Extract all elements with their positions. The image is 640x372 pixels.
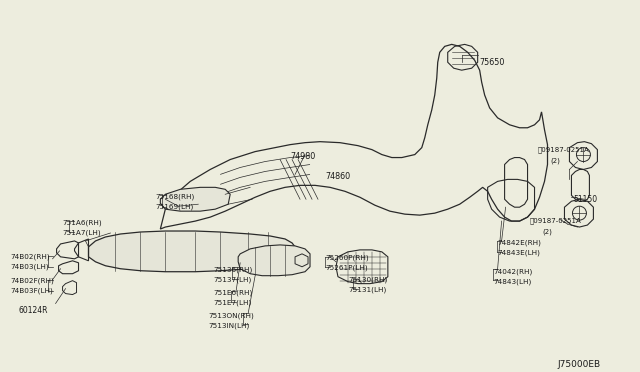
Text: 7513ON(RH): 7513ON(RH) [208,312,254,319]
Text: 74B03(LH): 74B03(LH) [11,264,49,270]
Text: 74B02(RH): 74B02(RH) [11,254,51,260]
Text: 75130(RH): 75130(RH) [348,277,387,283]
Text: 7513IN(LH): 7513IN(LH) [208,323,250,329]
Text: 751A6(RH): 751A6(RH) [63,219,102,225]
Text: 74842E(RH): 74842E(RH) [498,240,541,247]
Text: 751E7(LH): 751E7(LH) [213,299,252,306]
Polygon shape [161,44,547,229]
Text: 74042(RH): 74042(RH) [493,269,533,275]
Text: 75261P(LH): 75261P(LH) [325,265,367,271]
Text: 75137(LH): 75137(LH) [213,277,252,283]
Text: 60124R: 60124R [19,307,48,315]
Text: 75650: 75650 [479,58,505,67]
Text: 75168(RH): 75168(RH) [156,193,195,200]
Text: 74980: 74980 [290,152,316,161]
Polygon shape [88,231,295,272]
Text: 75136(RH): 75136(RH) [213,267,253,273]
Text: 74843E(LH): 74843E(LH) [498,250,541,256]
Polygon shape [238,245,310,276]
Text: Ⓑ09187-0251A: Ⓑ09187-0251A [538,147,589,153]
Text: 75260P(RH): 75260P(RH) [325,255,369,262]
Text: J75000EB: J75000EB [557,360,600,369]
Text: Ⓑ09187-0251A: Ⓑ09187-0251A [529,217,581,224]
Text: 75131(LH): 75131(LH) [348,286,386,293]
Text: 74843(LH): 74843(LH) [493,279,532,285]
Text: (2): (2) [550,158,561,164]
Text: 51150: 51150 [573,195,598,204]
Polygon shape [161,187,230,211]
Text: 751E6(RH): 751E6(RH) [213,289,253,296]
Text: 74B03F(LH): 74B03F(LH) [11,288,53,294]
Text: 74B02F(RH): 74B02F(RH) [11,278,54,284]
Text: 74860: 74860 [325,173,350,182]
Text: 751A7(LH): 751A7(LH) [63,229,101,235]
Text: 75169(LH): 75169(LH) [156,203,194,210]
Text: (2): (2) [543,228,552,234]
